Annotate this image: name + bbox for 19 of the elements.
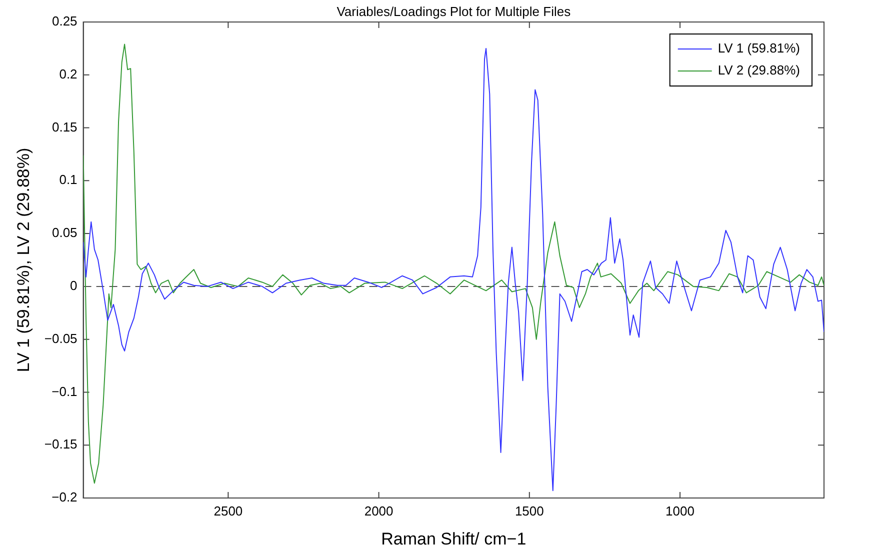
x-tick-label: 1000	[666, 503, 694, 518]
y-tick-label: −0.05	[44, 330, 78, 346]
y-tick-label: 0.05	[52, 225, 78, 240]
legend-label: LV 2 (29.88%)	[718, 62, 800, 78]
y-tick-label: 0.25	[52, 14, 78, 29]
y-tick-label: 0.1	[59, 172, 78, 188]
y-tick-label: −0.1	[52, 384, 78, 399]
chart-title: Variables/Loadings Plot for Multiple Files	[336, 4, 572, 20]
y-tick-label: 0.2	[59, 66, 78, 82]
legend-label: LV 1 (59.81%)	[718, 40, 800, 56]
x-axis-title: Raman Shift/ cm−1	[381, 529, 526, 548]
x-tick-label: 2000	[364, 503, 394, 518]
y-tick-label: 0.15	[52, 119, 78, 134]
y-tick-label: −0.15	[44, 436, 78, 452]
x-tick-label: 1500	[514, 503, 544, 518]
x-tick-label: 2500	[214, 503, 243, 518]
y-tick-label: 0	[70, 278, 78, 294]
y-axis-title: LV 1 (59.81%), LV 2 (29.88%)	[14, 148, 33, 372]
y-tick-label: −0.2	[52, 490, 78, 505]
